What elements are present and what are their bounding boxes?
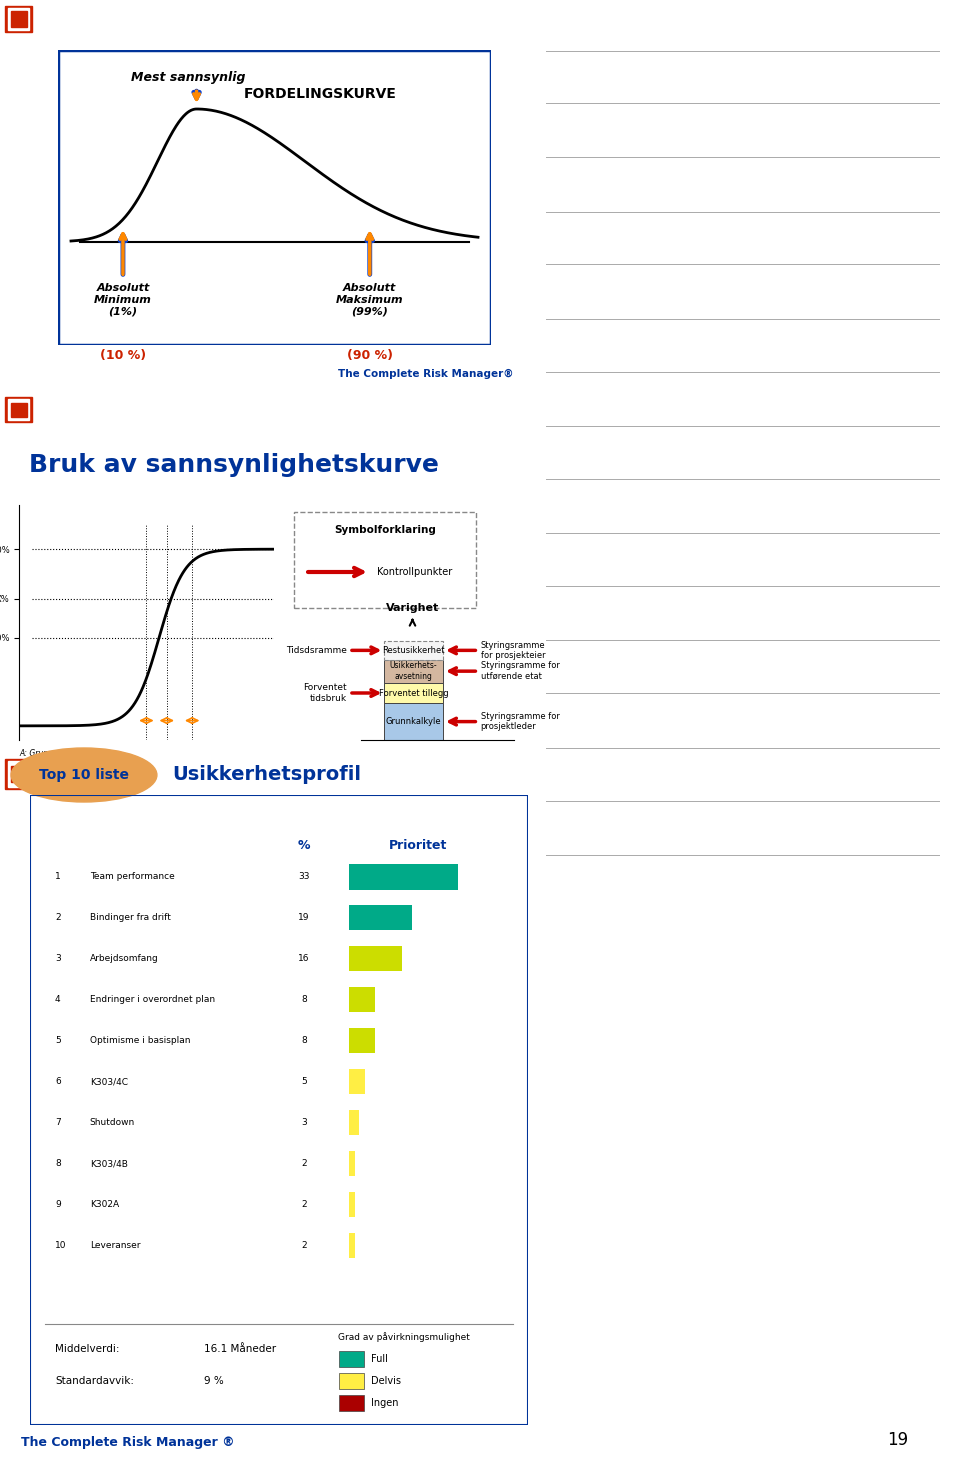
Text: Kontrollpunkter: Kontrollpunkter [377, 567, 453, 577]
Text: 5: 5 [55, 1036, 60, 1046]
Text: Bruk av sannsynlighetskurve: Bruk av sannsynlighetskurve [30, 454, 440, 477]
Text: 2: 2 [301, 1159, 306, 1168]
Text: Arbejdsomfang: Arbejdsomfang [90, 955, 158, 964]
Text: Symbolforklaring: Symbolforklaring [334, 524, 436, 535]
Bar [6, 759, 32, 789]
Text: Grunnkalkyle: Grunnkalkyle [386, 717, 442, 726]
Bar [8, 761, 30, 786]
Text: K303/4C: K303/4C [90, 1077, 128, 1086]
Bar [8, 7, 30, 31]
Text: Optimisme i basisplan: Optimisme i basisplan [90, 1036, 190, 1046]
Bar [348, 1232, 355, 1257]
Text: Absolutt
Minimum
(1%): Absolutt Minimum (1%) [94, 284, 152, 316]
Text: Shutdown: Shutdown [90, 1118, 135, 1127]
Bar [6, 397, 32, 422]
Text: UNIVERSITETET I AGDER: UNIVERSITETET I AGDER [48, 404, 181, 414]
Text: 5: 5 [301, 1077, 307, 1086]
Bar [339, 1394, 364, 1412]
Text: 8: 8 [301, 1036, 307, 1046]
Text: Styringsramme for
utførende etat: Styringsramme for utførende etat [481, 661, 560, 680]
Bar [11, 765, 27, 783]
Text: Mest sannsynlig: Mest sannsynlig [131, 71, 245, 84]
Text: K302A: K302A [90, 1200, 119, 1209]
Text: 9 %: 9 % [204, 1376, 224, 1385]
Bar [384, 640, 444, 660]
Text: 16.1 Måneder: 16.1 Måneder [204, 1344, 276, 1354]
Bar [348, 905, 412, 930]
Ellipse shape [12, 748, 156, 802]
Text: Middelverdi:: Middelverdi: [55, 1344, 119, 1354]
Text: 10: 10 [55, 1241, 66, 1250]
Text: K303/4B: K303/4B [90, 1159, 128, 1168]
Bar [8, 400, 30, 420]
Text: A: Grunnanslag: A: Grunnanslag [19, 749, 79, 758]
Text: Standardavvik:: Standardavvik: [55, 1376, 133, 1385]
Text: 19: 19 [887, 1431, 908, 1448]
Text: Forventet
tidsbruk: Forventet tidsbruk [303, 683, 347, 702]
Bar [348, 1191, 355, 1218]
Text: 3: 3 [301, 1118, 307, 1127]
Text: Restusikkerhet: Restusikkerhet [382, 646, 444, 655]
Text: 33: 33 [299, 873, 310, 881]
Text: Top 10 liste: Top 10 liste [39, 768, 129, 782]
Text: 2: 2 [301, 1200, 306, 1209]
Text: 3: 3 [55, 955, 60, 964]
Text: 2: 2 [301, 1241, 306, 1250]
Text: 6: 6 [55, 1077, 60, 1086]
Bar [348, 1069, 366, 1094]
Bar [339, 1350, 364, 1368]
Bar [11, 12, 27, 26]
Text: Endringer i overordnet plan: Endringer i overordnet plan [90, 996, 215, 1005]
Text: 8: 8 [55, 1159, 60, 1168]
Text: Absolutt
Maksimum
(99%): Absolutt Maksimum (99%) [336, 284, 403, 316]
Text: Team performance: Team performance [90, 873, 175, 881]
Text: Tidsdsramme: Tidsdsramme [286, 646, 347, 655]
Text: FORDELINGSKURVE: FORDELINGSKURVE [244, 87, 397, 101]
Text: 16: 16 [299, 955, 310, 964]
Bar [384, 704, 444, 740]
Text: Forventet tillegg: Forventet tillegg [379, 689, 448, 698]
Text: Grad av påvirkningsmulighet: Grad av påvirkningsmulighet [338, 1332, 469, 1341]
Text: 7: 7 [55, 1118, 60, 1127]
Text: Varighet: Varighet [386, 602, 439, 613]
Text: Delvis: Delvis [372, 1376, 401, 1385]
Bar [339, 1372, 364, 1390]
Text: Full: Full [372, 1354, 388, 1363]
Bar [384, 683, 444, 704]
Bar [6, 6, 32, 32]
Text: Usikkerhetsprofil: Usikkerhetsprofil [172, 764, 361, 783]
Text: Usikkerhets-
avsetning: Usikkerhets- avsetning [390, 661, 438, 680]
Text: (10 %): (10 %) [100, 348, 146, 361]
Text: The Complete Risk Manager®: The Complete Risk Manager® [338, 369, 514, 379]
Bar [11, 403, 27, 417]
Text: The Complete Risk Manager ®: The Complete Risk Manager ® [21, 1437, 235, 1448]
Text: 19: 19 [299, 914, 310, 923]
Text: Styringsramme for
prosjektleder: Styringsramme for prosjektleder [481, 712, 560, 732]
Text: (90 %): (90 %) [347, 348, 393, 361]
Bar [348, 1111, 359, 1136]
Text: 2: 2 [55, 914, 60, 923]
Text: 9: 9 [55, 1200, 60, 1209]
Text: Bindinger fra drift: Bindinger fra drift [90, 914, 171, 923]
Text: %: % [298, 839, 310, 852]
Text: 1: 1 [55, 873, 60, 881]
Text: C: Tidssramme: C: Tidssramme [19, 776, 77, 784]
Text: B: Forventet tidsbruk: B: Forventet tidsbruk [19, 762, 100, 771]
Text: UNIVERSITETET I AGDER: UNIVERSITETET I AGDER [48, 15, 181, 24]
Bar [348, 864, 458, 890]
Text: 8: 8 [301, 996, 307, 1005]
Bar [348, 946, 402, 971]
Bar [348, 987, 375, 1012]
Bar [348, 1028, 375, 1053]
Text: 4: 4 [55, 996, 60, 1005]
Bar [348, 1150, 355, 1177]
Bar [384, 660, 444, 683]
Text: Styringsramme
for prosjekteier: Styringsramme for prosjekteier [481, 640, 545, 660]
Text: Ingen: Ingen [372, 1398, 398, 1407]
Text: Leveranser: Leveranser [90, 1241, 140, 1250]
Text: Prioritet: Prioritet [389, 839, 447, 852]
